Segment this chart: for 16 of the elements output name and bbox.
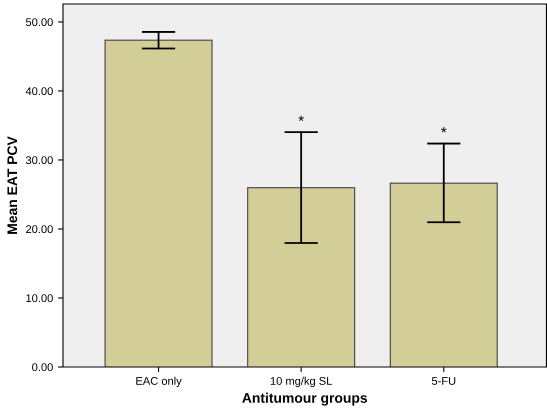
y-tick-label: 0.00 [32, 363, 53, 372]
y-tick-label: 50.00 [26, 18, 53, 26]
x-tick-label: 10 mg/kg SL [270, 376, 332, 388]
bar [247, 187, 356, 367]
annotation: * [298, 116, 304, 122]
x-tick-label: EAC only [136, 376, 182, 388]
annotation: * [441, 127, 447, 132]
y-tick-label: 40.00 [26, 87, 53, 96]
bar [104, 40, 213, 367]
y-tick-label: 10.00 [26, 294, 53, 302]
bar [390, 182, 498, 367]
x-axis-title: Antitumour groups [242, 392, 368, 406]
x-tick-label: 5-FU [432, 377, 456, 385]
y-tick-label: 30.00 [26, 156, 53, 164]
y-tick-label: 20.00 [26, 225, 53, 234]
y-axis-title: Mean EAT PCV [7, 136, 18, 234]
